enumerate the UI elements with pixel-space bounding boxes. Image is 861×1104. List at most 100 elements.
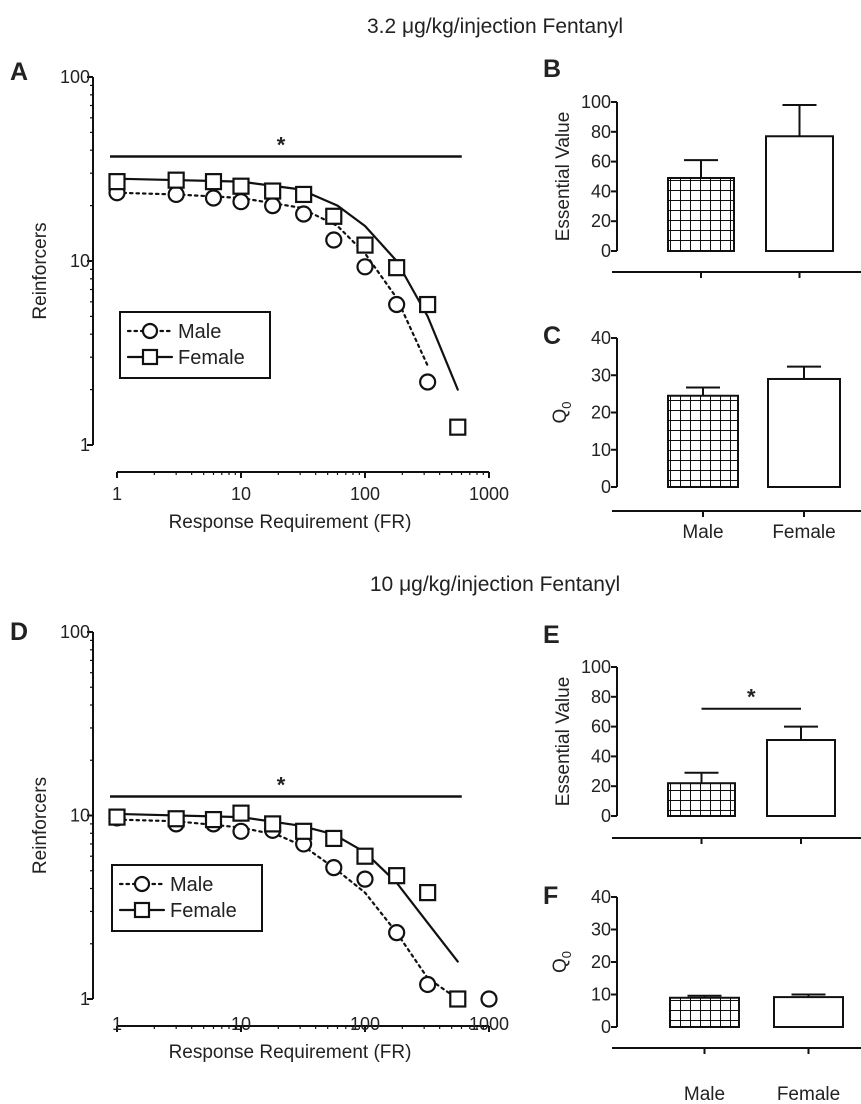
significance-star: * — [277, 772, 286, 797]
point-male — [388, 924, 406, 942]
point-female — [295, 822, 313, 840]
point-female — [232, 804, 250, 822]
panel-letter-a: A — [10, 58, 28, 86]
point-male — [167, 185, 185, 204]
y-tick-label: 1 — [80, 989, 90, 1009]
point-male — [325, 859, 343, 877]
bar-female — [773, 996, 844, 1028]
point-female — [264, 182, 282, 200]
y-tick-label: 100 — [581, 657, 611, 677]
y-tick-label: 10 — [70, 251, 90, 271]
y-tick-label: 100 — [60, 622, 90, 642]
y-tick-label: 0 — [601, 806, 611, 826]
panel-letter-c: C — [543, 322, 561, 350]
bar-male — [667, 394, 739, 488]
bar-male — [669, 996, 740, 1028]
y-tick-label: 100 — [60, 67, 90, 87]
point-male — [325, 231, 343, 249]
category-label-female: Female — [777, 1084, 840, 1104]
point-male — [480, 990, 498, 1008]
y-axis-label: Q0 — [550, 401, 574, 423]
point-female — [295, 185, 313, 204]
category-label-female: Female — [772, 522, 835, 543]
x-tick-label: 100 — [350, 484, 380, 504]
point-female — [204, 810, 223, 829]
point-male — [419, 975, 437, 994]
y-axis-label-main: Q — [550, 958, 571, 973]
point-female — [108, 173, 126, 191]
x-tick-label: 1 — [112, 484, 122, 504]
y-tick-label: 0 — [601, 241, 611, 261]
point-female — [232, 177, 250, 195]
x-tick-label: 1000 — [469, 484, 509, 504]
panel-d: D 1 10 100 Reinforcers 1 10 100 1000 Response Req… — [10, 618, 509, 1063]
x-axis-label: Response Requirement (FR) — [169, 1042, 412, 1063]
point-female — [204, 173, 223, 191]
y-axis-label-subscript: 0 — [559, 401, 574, 408]
panel-letter-d: D — [10, 618, 28, 646]
panel-e: E 0 20 40 60 80 100 Essential Value * — [543, 621, 861, 844]
category-label-male: Male — [682, 522, 723, 543]
y-axis-label: Essential Value — [553, 677, 574, 807]
x-axis-label: Response Requirement (FR) — [169, 512, 412, 533]
x-tick-label: 10 — [231, 1014, 251, 1034]
y-axis-label: Reinforcers — [30, 222, 51, 319]
y-tick-label: 0 — [601, 477, 611, 497]
y-tick-label: 10 — [591, 440, 611, 460]
bar-female — [767, 377, 841, 489]
y-tick-label: 10 — [70, 806, 90, 826]
point-male — [356, 258, 374, 276]
x-tick-label: 1 — [112, 1014, 122, 1034]
y-tick-label: 20 — [591, 776, 611, 796]
point-male — [356, 870, 374, 888]
y-tick-label: 40 — [591, 181, 611, 201]
y-tick-label: 40 — [591, 746, 611, 766]
y-tick-label: 0 — [601, 1017, 611, 1037]
point-female — [264, 815, 282, 833]
x-tick-label: 1000 — [469, 1014, 509, 1034]
point-female — [419, 884, 437, 902]
y-axis-label-main: Q — [550, 409, 571, 424]
point-female — [356, 847, 374, 865]
legend-label-female: Female — [170, 900, 237, 922]
panel-a: A 1 10 100 Reinforcers 1 10 100 1000 Response Req… — [10, 58, 509, 533]
y-tick-label: 40 — [591, 887, 611, 907]
significance-star: * — [747, 685, 756, 710]
point-female — [388, 867, 406, 885]
y-axis-label: Q0 — [550, 951, 574, 973]
legend-marker-circle — [141, 322, 159, 340]
bar-male — [667, 176, 735, 253]
point-male — [264, 197, 282, 215]
section-title-top: 3.2 μg/kg/injection Fentanyl — [367, 15, 623, 38]
y-tick-label: 10 — [591, 985, 611, 1005]
y-tick-label: 60 — [591, 152, 611, 172]
point-female — [108, 808, 126, 826]
point-male — [232, 193, 250, 211]
section-title-bottom: 10 μg/kg/injection Fentanyl — [370, 573, 620, 596]
bar-female — [765, 135, 834, 253]
point-female — [356, 236, 374, 254]
y-tick-label: 80 — [591, 687, 611, 707]
x-tick-label: 100 — [350, 1014, 380, 1034]
y-tick-label: 1 — [80, 435, 90, 455]
point-female — [325, 829, 343, 848]
y-axis-label-subscript: 0 — [559, 951, 574, 958]
panel-letter-f: F — [543, 882, 558, 910]
panel-letter-b: B — [543, 55, 561, 83]
point-female — [449, 990, 467, 1008]
legend-box — [119, 311, 271, 379]
legend-label-male: Male — [178, 321, 221, 343]
panel-b: B 0 20 40 60 80 100 Essential Value — [543, 55, 861, 278]
significance-star: * — [277, 132, 286, 157]
legend-label-male: Male — [170, 874, 213, 896]
category-label-male: Male — [684, 1084, 725, 1104]
point-female — [419, 295, 437, 314]
y-tick-label: 60 — [591, 717, 611, 737]
panel-letter-e: E — [543, 621, 560, 649]
legend-marker-square — [133, 901, 151, 919]
point-male — [388, 295, 406, 314]
point-female — [388, 259, 406, 277]
